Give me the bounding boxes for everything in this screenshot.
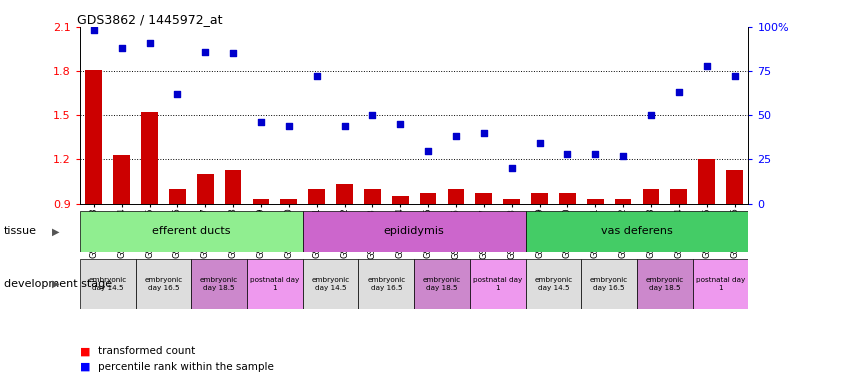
Text: development stage: development stage [4,279,113,289]
Bar [358,259,414,309]
Bar [303,259,358,309]
Bar [693,259,748,309]
Point [282,123,295,129]
Point [394,121,407,127]
Text: embryonic
day 14.5: embryonic day 14.5 [88,277,127,291]
Text: embryonic
day 18.5: embryonic day 18.5 [423,277,461,291]
Point [616,153,630,159]
Text: embryonic
day 14.5: embryonic day 14.5 [311,277,350,291]
Point [477,130,490,136]
Bar [447,189,464,204]
Bar [225,170,241,204]
Text: GDS3862 / 1445972_at: GDS3862 / 1445972_at [77,13,222,26]
Text: epididymis: epididymis [383,226,445,237]
Bar [643,189,659,204]
Point [561,151,574,157]
Bar [475,193,492,204]
Text: postnatal day
1: postnatal day 1 [696,277,745,291]
Text: percentile rank within the sample: percentile rank within the sample [98,362,274,372]
Bar [526,259,581,309]
Point [727,73,741,79]
Point [143,40,156,46]
Text: ▶: ▶ [52,226,60,237]
Point [672,89,685,95]
Bar [86,70,102,204]
Text: embryonic
day 16.5: embryonic day 16.5 [145,277,182,291]
Point [700,63,713,69]
Text: embryonic
day 16.5: embryonic day 16.5 [590,277,628,291]
Point [421,147,435,154]
Text: ▶: ▶ [52,279,60,289]
Text: efferent ducts: efferent ducts [152,226,230,237]
Bar [309,189,325,204]
Point [366,112,379,118]
Point [198,48,212,55]
Bar [247,259,303,309]
Bar [503,199,520,204]
Bar [726,170,743,204]
Bar [559,193,576,204]
Text: transformed count: transformed count [98,346,196,356]
Point [449,133,463,139]
Bar [581,259,637,309]
Text: vas deferens: vas deferens [601,226,673,237]
Point [226,50,240,56]
Bar [303,211,526,252]
Point [644,112,658,118]
Text: embryonic
day 18.5: embryonic day 18.5 [646,277,684,291]
Bar [470,259,526,309]
Bar [169,189,186,204]
Text: tissue: tissue [4,226,37,237]
Text: postnatal day
1: postnatal day 1 [473,277,522,291]
Bar [336,184,353,204]
Text: postnatal day
1: postnatal day 1 [251,277,299,291]
Bar [197,174,214,204]
Text: ■: ■ [80,362,90,372]
Bar [532,193,547,204]
Point [338,123,352,129]
Bar [80,211,303,252]
Text: ■: ■ [80,346,90,356]
Bar [420,193,436,204]
Text: embryonic
day 18.5: embryonic day 18.5 [200,277,238,291]
Bar [141,112,158,204]
Bar [698,159,715,204]
Text: embryonic
day 14.5: embryonic day 14.5 [534,277,573,291]
Point [171,91,184,97]
Point [310,73,324,79]
Bar [637,259,693,309]
Point [505,165,518,171]
Point [533,141,547,147]
Text: embryonic
day 16.5: embryonic day 16.5 [368,277,405,291]
Bar [364,189,381,204]
Point [254,119,267,125]
Bar [135,259,191,309]
Bar [587,199,604,204]
Bar [392,196,409,204]
Bar [114,155,130,204]
Bar [414,259,470,309]
Bar [615,199,632,204]
Bar [191,259,247,309]
Bar [280,199,297,204]
Bar [670,189,687,204]
Bar [80,259,135,309]
Point [589,151,602,157]
Point [87,27,101,33]
Bar [526,211,748,252]
Bar [252,199,269,204]
Point [115,45,129,51]
